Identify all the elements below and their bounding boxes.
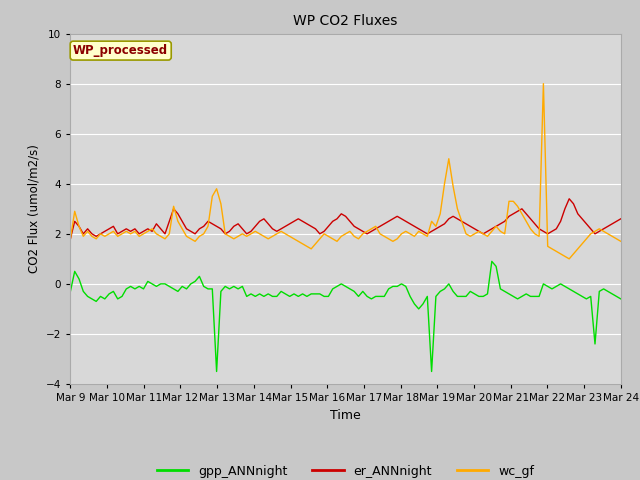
X-axis label: Time: Time bbox=[330, 408, 361, 421]
Line: er_ANNnight: er_ANNnight bbox=[70, 199, 621, 239]
er_ANNnight bbox=[394, 214, 401, 219]
gpp_ANNnight bbox=[617, 296, 625, 302]
wc_gf bbox=[394, 236, 401, 242]
gpp_ANNnight bbox=[212, 369, 220, 374]
er_ANNnight bbox=[548, 228, 556, 234]
wc_gf bbox=[217, 201, 225, 207]
er_ANNnight bbox=[617, 216, 625, 222]
Text: WP_processed: WP_processed bbox=[73, 44, 168, 57]
wc_gf bbox=[552, 249, 560, 254]
wc_gf bbox=[565, 256, 573, 262]
Legend: gpp_ANNnight, er_ANNnight, wc_gf: gpp_ANNnight, er_ANNnight, wc_gf bbox=[152, 460, 540, 480]
wc_gf bbox=[67, 236, 74, 242]
er_ANNnight bbox=[565, 196, 573, 202]
wc_gf bbox=[355, 236, 362, 242]
gpp_ANNnight bbox=[509, 293, 517, 300]
Line: wc_gf: wc_gf bbox=[70, 84, 621, 259]
wc_gf bbox=[540, 81, 547, 86]
wc_gf bbox=[617, 239, 625, 244]
er_ANNnight bbox=[67, 236, 74, 242]
gpp_ANNnight bbox=[397, 281, 405, 287]
er_ANNnight bbox=[217, 226, 225, 232]
wc_gf bbox=[501, 231, 509, 237]
er_ANNnight bbox=[92, 233, 100, 239]
Title: WP CO2 Fluxes: WP CO2 Fluxes bbox=[293, 14, 398, 28]
Y-axis label: CO2 Flux (umol/m2/s): CO2 Flux (umol/m2/s) bbox=[28, 144, 40, 273]
gpp_ANNnight bbox=[92, 299, 100, 304]
er_ANNnight bbox=[355, 226, 362, 232]
gpp_ANNnight bbox=[488, 258, 495, 264]
gpp_ANNnight bbox=[359, 288, 367, 294]
gpp_ANNnight bbox=[67, 288, 74, 294]
gpp_ANNnight bbox=[221, 284, 229, 289]
Line: gpp_ANNnight: gpp_ANNnight bbox=[70, 261, 621, 372]
wc_gf bbox=[92, 236, 100, 242]
gpp_ANNnight bbox=[557, 281, 564, 287]
er_ANNnight bbox=[501, 218, 509, 224]
